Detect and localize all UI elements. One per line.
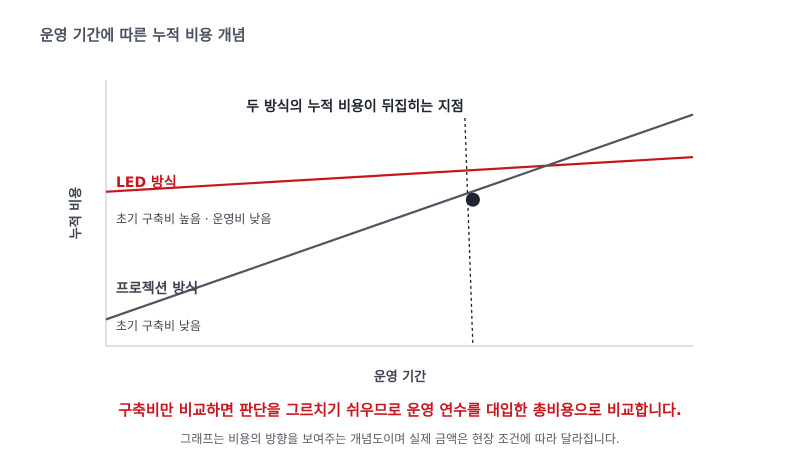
x-axis-label: 운영 기간 xyxy=(374,369,426,385)
reversal-guide-line xyxy=(464,117,474,347)
series-note-projection: 초기 구축비 낮음 xyxy=(116,319,201,333)
headline-message: 구축비만 비교하면 판단을 그르치기 쉬우므로 운영 연수를 대입한 총비용으로… xyxy=(118,401,682,419)
led-cost-line xyxy=(105,156,694,193)
page-title: 운영 기간에 따른 누적 비용 개념 xyxy=(40,26,246,44)
reversal-annotation: 두 방식의 누적 비용이 뒤집히는 지점 xyxy=(246,98,464,115)
series-note-led: 초기 구축비 높음 · 운영비 낮음 xyxy=(116,212,271,226)
series-layer xyxy=(105,113,694,321)
projection-cost-line xyxy=(105,113,694,321)
y-axis-label: 누적 비용 xyxy=(68,187,84,239)
series-label-led: LED 방식 xyxy=(116,174,177,191)
series-label-projection: 프로젝션 방식 xyxy=(116,280,198,297)
reversal-point-marker xyxy=(465,192,480,207)
footnote: 그래프는 비용의 방향을 보여주는 개념도이며 실제 금액은 현장 조건에 따라… xyxy=(180,432,620,446)
